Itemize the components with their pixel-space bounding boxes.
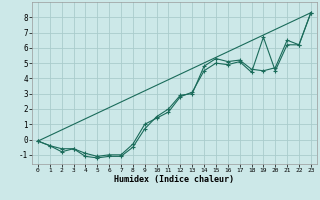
X-axis label: Humidex (Indice chaleur): Humidex (Indice chaleur) [115, 175, 234, 184]
